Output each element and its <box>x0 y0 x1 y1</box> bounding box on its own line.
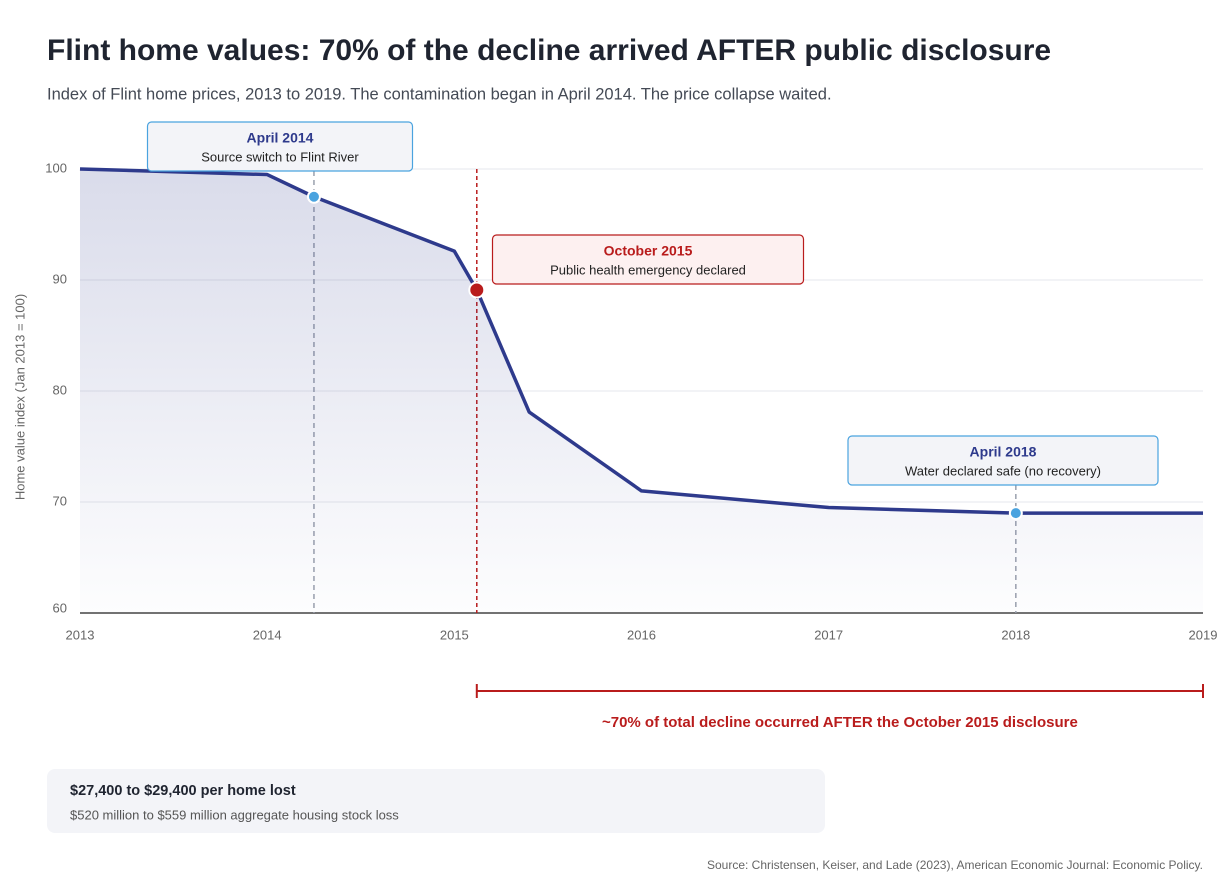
y-axis-label: Home value index (Jan 2013 = 100) <box>12 294 27 500</box>
span-label: ~70% of total decline occurred AFTER the… <box>602 714 1078 731</box>
annotation-title: April 2018 <box>970 444 1037 460</box>
annotation-title: October 2015 <box>604 243 693 259</box>
x-tick-label: 2015 <box>440 627 469 642</box>
x-tick-label: 2018 <box>1001 627 1030 642</box>
x-tick-label: 2013 <box>66 627 95 642</box>
x-tick-label: 2014 <box>253 627 282 642</box>
y-tick-label: 60 <box>53 600 67 615</box>
annotation-marker <box>306 189 321 204</box>
annotation-title: April 2014 <box>247 130 314 146</box>
callout-headline: $27,400 to $29,400 per home lost <box>70 783 296 799</box>
annotation-text: Source switch to Flint River <box>201 149 359 164</box>
x-tick-label: 2019 <box>1189 627 1218 642</box>
line <box>79 167 1203 515</box>
annotation-text: Public health emergency declared <box>550 262 746 277</box>
annotation-text: Water declared safe (no recovery) <box>905 463 1101 478</box>
source-note: Source: Christensen, Keiser, and Lade (2… <box>707 858 1203 872</box>
annotation-marker <box>1008 506 1023 521</box>
y-tick-label: 100 <box>45 160 67 175</box>
x-tick-label: 2017 <box>814 627 843 642</box>
area <box>80 169 1203 613</box>
chart-subtitle: Index of Flint home prices, 2013 to 2019… <box>47 85 832 103</box>
chart-title: Flint home values: 70% of the decline ar… <box>47 34 1051 67</box>
annotation-marker <box>468 281 486 299</box>
y-tick-label: 90 <box>53 271 67 286</box>
annotation-box <box>491 234 805 285</box>
callout-text: $520 million to $559 million aggregate h… <box>70 807 399 822</box>
y-tick-label: 70 <box>53 493 67 508</box>
annotation-box <box>146 121 414 172</box>
annotation-box <box>847 435 1159 486</box>
y-tick-label: 80 <box>53 382 67 397</box>
callout-box <box>47 769 825 833</box>
x-tick-label: 2016 <box>627 627 656 642</box>
